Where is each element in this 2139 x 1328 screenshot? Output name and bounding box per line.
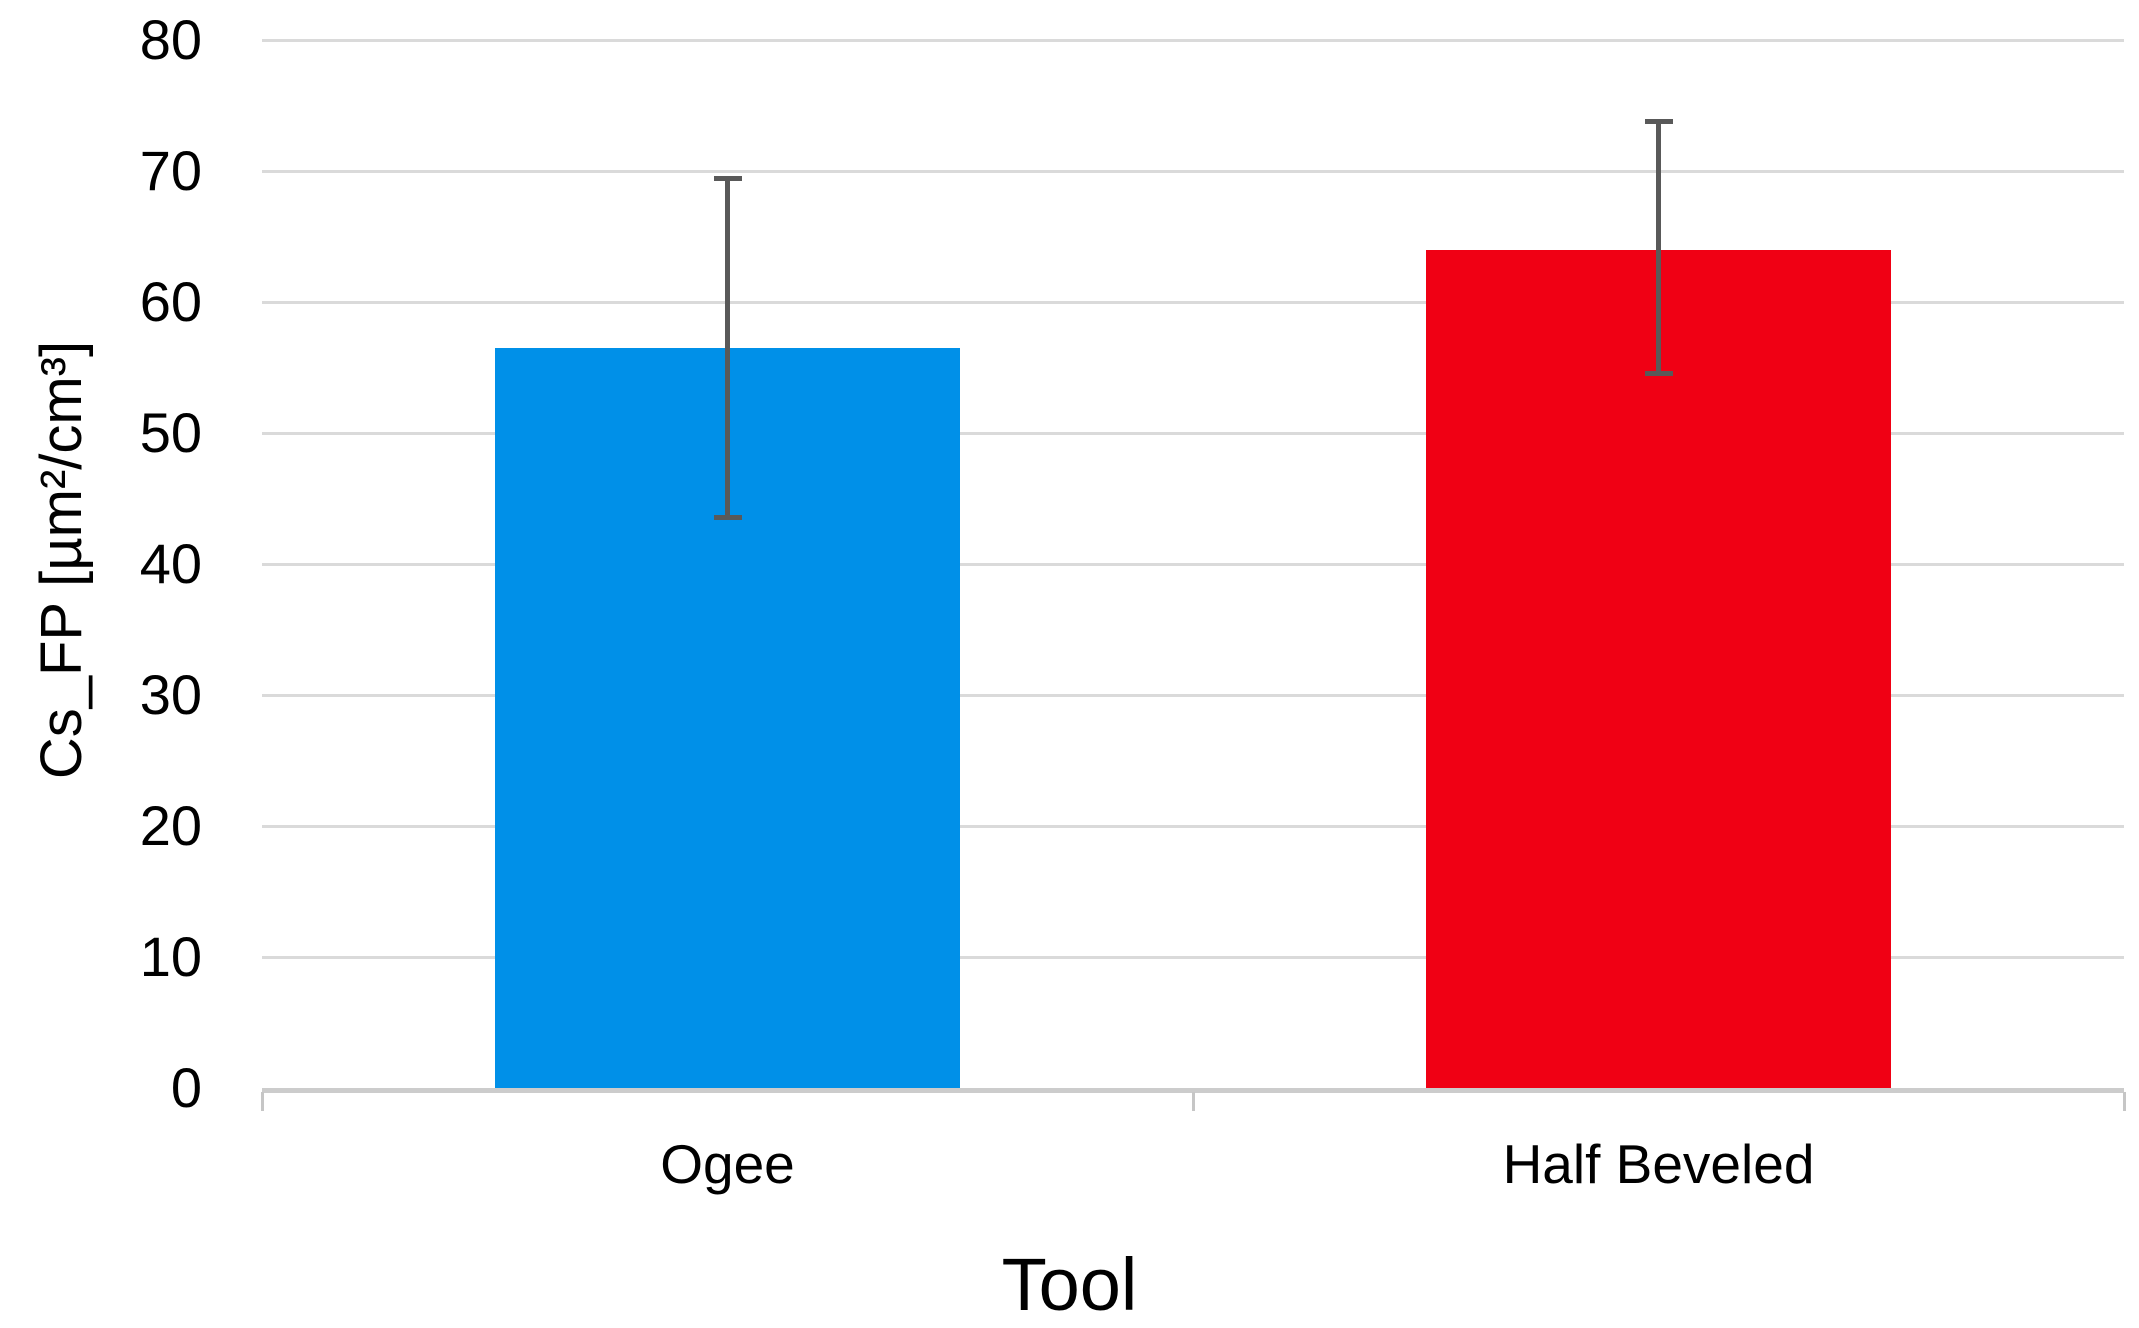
y-tick-label-80: 80 (139, 8, 202, 71)
x-axis-tick-1 (1192, 1092, 1195, 1111)
y-axis-title: Cs_FP [µm²/cm³] (29, 340, 94, 780)
y-tick-label-50: 50 (139, 401, 202, 464)
gridline-y-30 (262, 694, 2124, 697)
y-tick-label-10: 10 (139, 925, 202, 988)
x-axis-tick-2 (2123, 1092, 2126, 1111)
y-tick-label-40: 40 (139, 532, 202, 595)
x-category-label-1: Ogee (660, 1133, 795, 1195)
x-axis-line (262, 1088, 2124, 1093)
gridline-y-10 (262, 956, 2124, 959)
error-bar-line-1 (725, 177, 730, 519)
bar-half-beveled (1426, 249, 1891, 1088)
error-bar-cap-top-1 (713, 175, 742, 181)
gridline-y-50 (262, 432, 2124, 435)
error-bar-cap-top-2 (1644, 119, 1673, 125)
y-tick-label-60: 60 (139, 270, 202, 333)
x-category-label-2: Half Beveled (1502, 1133, 1815, 1195)
error-bar-cap-bottom-2 (1644, 371, 1673, 377)
x-axis-title: Tool (1001, 1243, 1138, 1326)
error-bar-line-2 (1656, 121, 1661, 375)
error-bar-cap-bottom-1 (713, 515, 742, 521)
gridline-y-70 (262, 170, 2124, 173)
x-axis-tick-0 (261, 1092, 264, 1111)
gridline-y-80 (262, 39, 2124, 42)
gridline-y-20 (262, 825, 2124, 828)
y-tick-label-70: 70 (139, 139, 202, 202)
gridline-y-40 (262, 563, 2124, 566)
y-tick-label-20: 20 (139, 794, 202, 857)
y-tick-label-30: 30 (139, 663, 202, 726)
gridline-y-60 (262, 301, 2124, 304)
y-tick-label-0: 0 (170, 1056, 202, 1119)
